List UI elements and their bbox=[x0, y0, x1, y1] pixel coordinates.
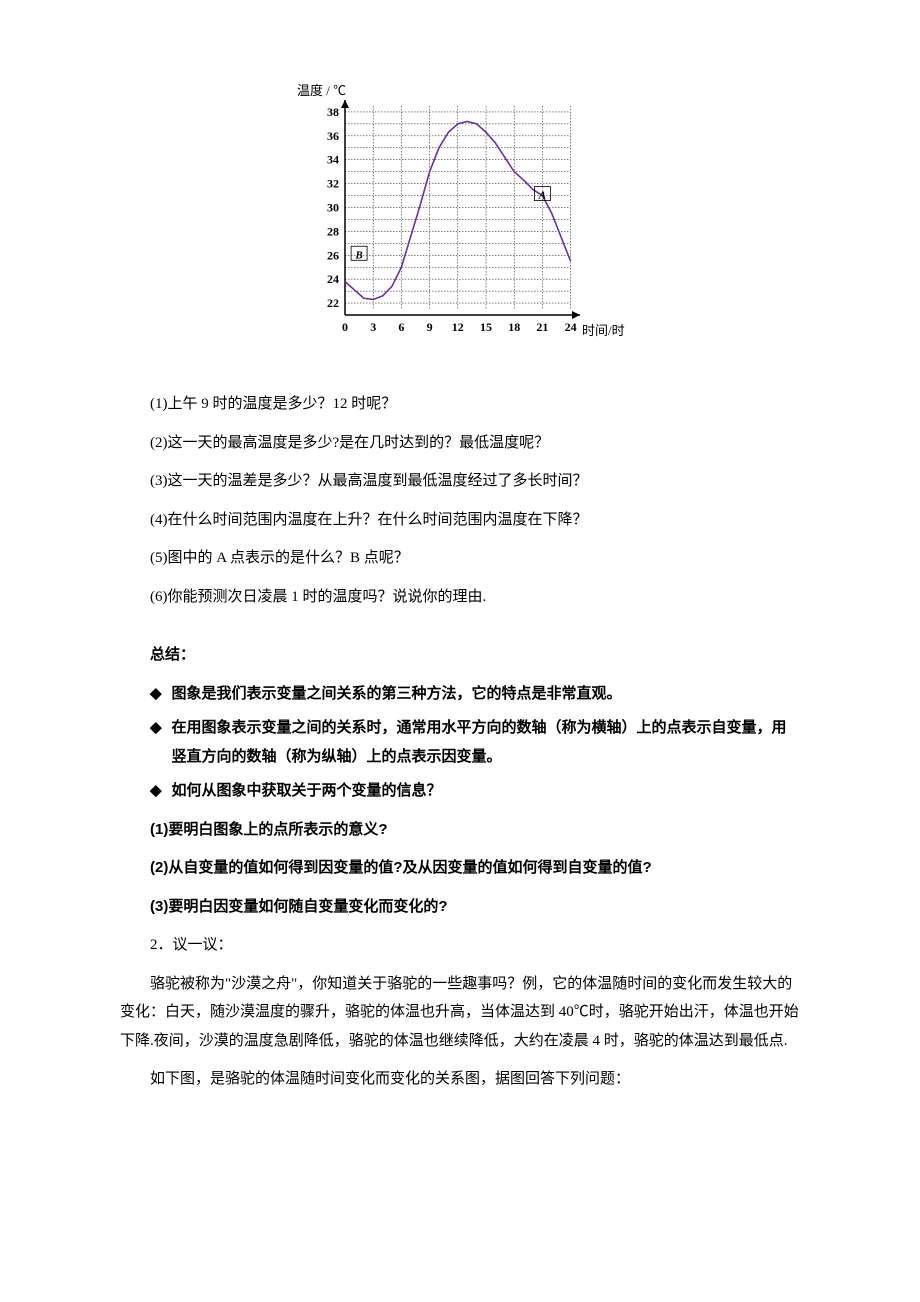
svg-text:26: 26 bbox=[327, 248, 339, 262]
summary-q2: (2)从自变量的值如何得到因变量的值?及从因变量的值如何得到自变量的值? bbox=[120, 854, 800, 883]
question-1: (1)上午 9 时的温度是多少？12 时呢？ bbox=[120, 390, 800, 419]
question-4: (4)在什么时间范围内温度在上升？在什么时间范围内温度在下降？ bbox=[120, 506, 800, 535]
bullet-text: 图象是我们表示变量之间关系的第三种方法，它的特点是非常直观。 bbox=[172, 680, 800, 709]
discuss-heading: 2．议一议： bbox=[120, 931, 800, 960]
diamond-icon: ◆ bbox=[150, 777, 162, 806]
svg-text:30: 30 bbox=[327, 201, 339, 215]
bullet-text: 如何从图象中获取关于两个变量的信息？ bbox=[172, 777, 800, 806]
svg-text:24: 24 bbox=[565, 320, 577, 334]
svg-text:32: 32 bbox=[327, 177, 339, 191]
discuss-p2: 如下图，是骆驼的体温随时间变化而变化的关系图，据图回答下列问题： bbox=[120, 1065, 800, 1094]
svg-text:28: 28 bbox=[327, 224, 339, 238]
svg-text:36: 36 bbox=[327, 129, 339, 143]
summary-bullet-2: ◆ 在用图象表示变量之间的关系时，通常用水平方向的数轴（称为横轴）上的点表示自变… bbox=[150, 714, 800, 771]
svg-text:18: 18 bbox=[508, 320, 520, 334]
question-2: (2)这一天的最高温度是多少?是在几时达到的？最低温度呢？ bbox=[120, 429, 800, 458]
svg-text:34: 34 bbox=[327, 153, 339, 167]
svg-text:0: 0 bbox=[342, 320, 348, 334]
summary-bullet-1: ◆ 图象是我们表示变量之间关系的第三种方法，它的特点是非常直观。 bbox=[150, 680, 800, 709]
summary-q1: (1)要明白图象上的点所表示的意义? bbox=[120, 816, 800, 845]
svg-text:B: B bbox=[354, 249, 362, 261]
svg-text:9: 9 bbox=[427, 320, 433, 334]
temperature-chart: 温度 / ℃22242628303234363803691215182124时间… bbox=[120, 80, 800, 350]
svg-text:温度 / ℃: 温度 / ℃ bbox=[297, 83, 346, 98]
question-3: (3)这一天的温差是多少？从最高温度到最低温度经过了多长时间？ bbox=[120, 467, 800, 496]
svg-text:21: 21 bbox=[536, 320, 548, 334]
diamond-icon: ◆ bbox=[150, 714, 162, 771]
chart-svg: 温度 / ℃22242628303234363803691215182124时间… bbox=[280, 80, 640, 350]
svg-text:24: 24 bbox=[327, 272, 339, 286]
summary-bullet-3: ◆ 如何从图象中获取关于两个变量的信息？ bbox=[150, 777, 800, 806]
svg-text:12: 12 bbox=[452, 320, 464, 334]
bullet-text: 在用图象表示变量之间的关系时，通常用水平方向的数轴（称为横轴）上的点表示自变量，… bbox=[172, 714, 800, 771]
summary-q3: (3)要明白因变量如何随自变量变化而变化的? bbox=[120, 893, 800, 922]
question-6: (6)你能预测次日凌晨 1 时的温度吗？说说你的理由. bbox=[120, 583, 800, 612]
svg-text:3: 3 bbox=[370, 320, 376, 334]
svg-text:A: A bbox=[538, 190, 546, 202]
svg-text:6: 6 bbox=[398, 320, 404, 334]
discuss-p1: 骆驼被称为"沙漠之舟"，你知道关于骆驼的一些趣事吗？例，它的体温随时间的变化而发… bbox=[120, 970, 800, 1056]
svg-text:时间/时: 时间/时 bbox=[582, 323, 625, 338]
summary-title: 总结： bbox=[120, 641, 800, 670]
question-list: (1)上午 9 时的温度是多少？12 时呢？ (2)这一天的最高温度是多少?是在… bbox=[120, 390, 800, 611]
diamond-icon: ◆ bbox=[150, 680, 162, 709]
svg-text:15: 15 bbox=[480, 320, 492, 334]
svg-text:22: 22 bbox=[327, 296, 339, 310]
svg-text:38: 38 bbox=[327, 105, 339, 119]
question-5: (5)图中的 A 点表示的是什么？B 点呢？ bbox=[120, 544, 800, 573]
